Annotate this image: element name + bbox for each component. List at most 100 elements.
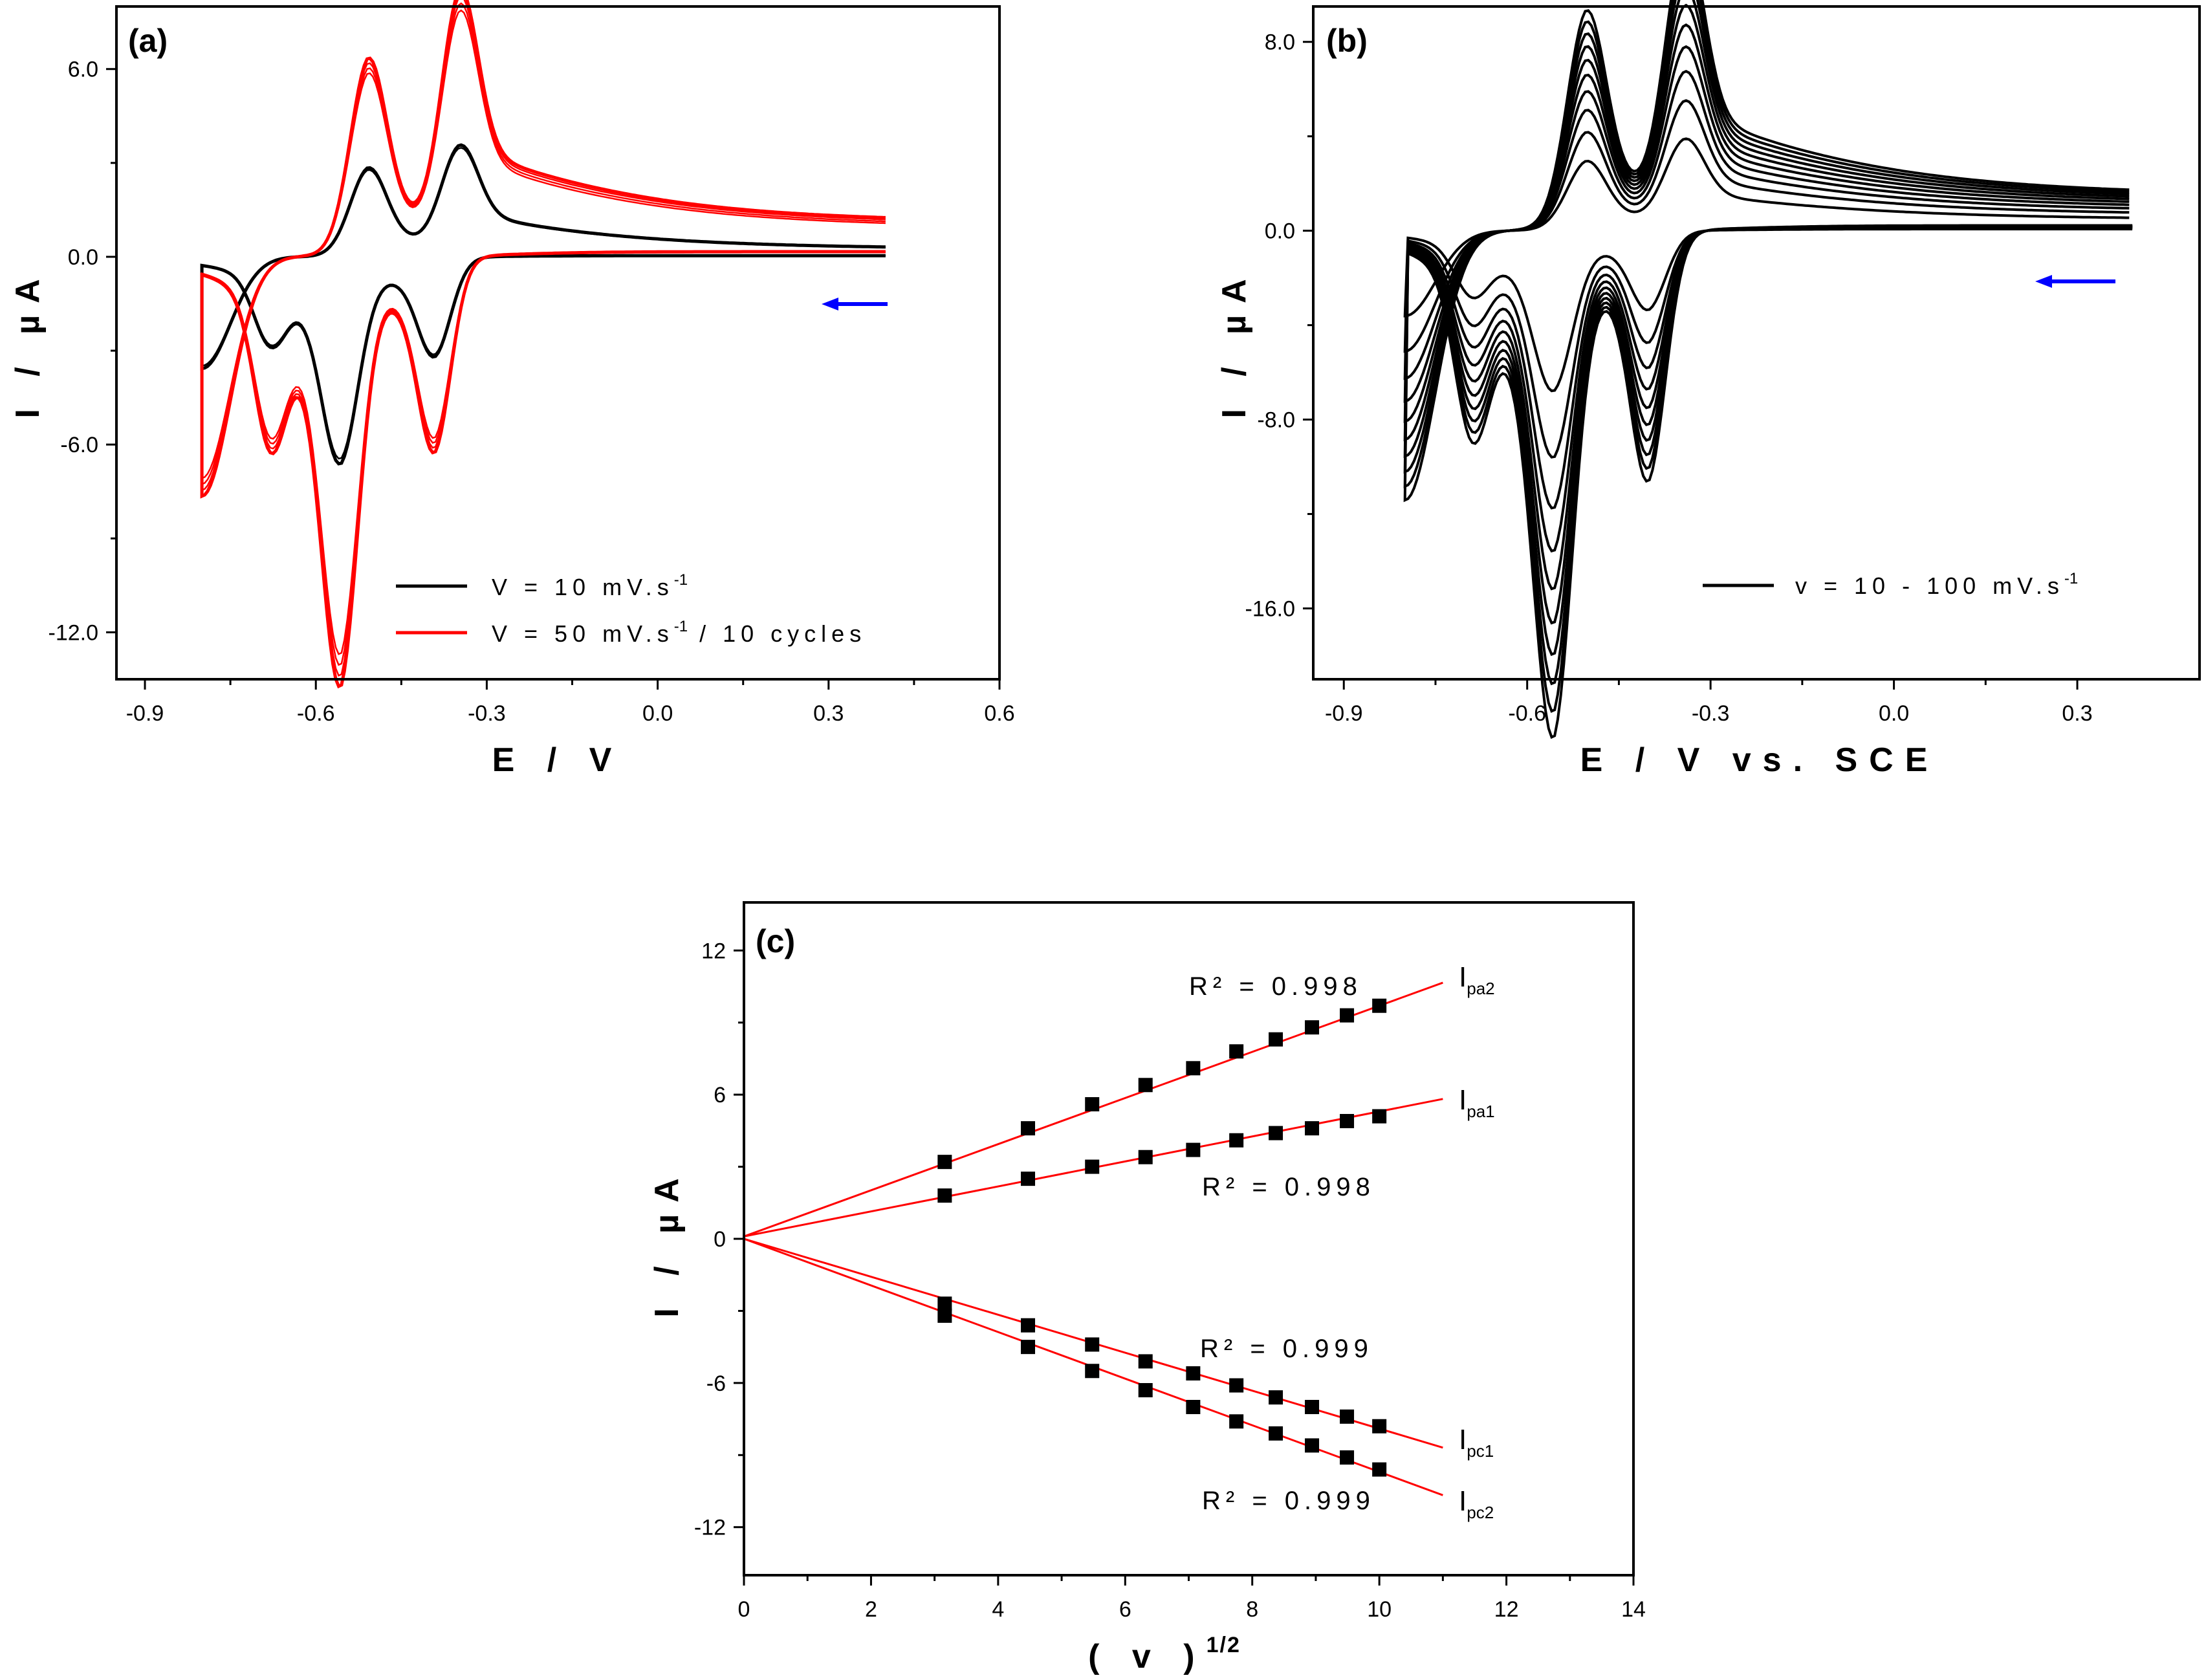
point-ipc2 bbox=[1229, 1414, 1244, 1429]
point-ipa2 bbox=[1186, 1061, 1201, 1076]
panel-a-ytick-label: -12.0 bbox=[49, 620, 99, 645]
panel-a-xlabel: E / V bbox=[492, 741, 624, 779]
point-ipa2 bbox=[1305, 1020, 1320, 1035]
point-ipa2 bbox=[1138, 1078, 1153, 1093]
point-ipc2 bbox=[1340, 1450, 1355, 1465]
point-ipa1 bbox=[1229, 1133, 1244, 1148]
panel-c-xtick-label: 0 bbox=[738, 1597, 750, 1622]
point-ipc1 bbox=[1229, 1378, 1244, 1393]
series-label-ipa1: Ipa1 bbox=[1459, 1084, 1495, 1121]
panel-c-ticks: 0 2 4 6 8 10 12 14 -12 -6 0 6 12 bbox=[694, 939, 1646, 1622]
panel-b-ytick-label: -8.0 bbox=[1257, 408, 1295, 433]
point-ipa1 bbox=[1138, 1150, 1153, 1164]
point-ipc2 bbox=[937, 1308, 952, 1323]
panel-c-plot-area bbox=[743, 981, 1443, 1496]
panel-b-legend: v = 10 - 100 mV.s-1 bbox=[1703, 570, 2078, 599]
point-ipa2 bbox=[1021, 1121, 1036, 1136]
panel-b-ticks: -0.9 -0.6 -0.3 0.0 0.3 -16.0 -8.0 0.0 8.0 bbox=[1245, 30, 2093, 726]
point-ipc1 bbox=[1138, 1354, 1153, 1369]
point-ipa1 bbox=[1340, 1114, 1355, 1128]
panel-c-label: (c) bbox=[756, 923, 795, 959]
panel-a-xtick-label: -0.9 bbox=[126, 701, 164, 726]
point-ipc2 bbox=[1269, 1426, 1283, 1441]
point-ipa2 bbox=[1229, 1044, 1244, 1059]
point-ipc1 bbox=[1021, 1318, 1036, 1333]
point-ipc1 bbox=[1340, 1409, 1355, 1424]
panel-b-ylabel: I / µA bbox=[1216, 267, 1253, 418]
panel-a-ytick-label: 6.0 bbox=[68, 58, 98, 82]
panel-b-ytick-label: 0.0 bbox=[1265, 219, 1295, 244]
panel-c-ylabel: I / µA bbox=[648, 1166, 686, 1317]
panel-c-xtick-label: 10 bbox=[1367, 1597, 1392, 1622]
panel-b-label: (b) bbox=[1326, 23, 1368, 59]
point-ipc1 bbox=[1085, 1337, 1100, 1352]
legend-label-50mv: V = 50 mV.s-1 / 10 cycles bbox=[492, 618, 866, 647]
point-ipc1 bbox=[1305, 1400, 1320, 1414]
panel-c-xtick-label: 6 bbox=[1119, 1597, 1131, 1622]
point-ipc2 bbox=[1186, 1400, 1201, 1414]
panel-c-xtick-label: 14 bbox=[1621, 1597, 1646, 1622]
panel-c-ytick-label: -12 bbox=[694, 1516, 726, 1540]
panel-b-xtick-label: -0.6 bbox=[1508, 701, 1546, 726]
point-ipa1 bbox=[1021, 1172, 1036, 1186]
panel-c-ytick-label: -6 bbox=[706, 1371, 726, 1396]
panel-a-plot-area bbox=[200, 0, 886, 689]
r2-label-ipc2: R² = 0.999 bbox=[1202, 1487, 1375, 1515]
panel-a-ytick-label: -6.0 bbox=[60, 433, 98, 457]
panel-a-ytick-label: 0.0 bbox=[68, 245, 98, 270]
panel-a-legend: V = 10 mV.s-1 V = 50 mV.s-1 / 10 cycles bbox=[396, 571, 866, 647]
point-ipa2 bbox=[1269, 1032, 1283, 1047]
point-ipc2 bbox=[1305, 1438, 1320, 1453]
point-ipa2 bbox=[937, 1155, 952, 1170]
series-label-ipc1: Ipc1 bbox=[1459, 1424, 1494, 1461]
panel-a-series-1-cycle-3 bbox=[201, 9, 886, 655]
point-ipc2 bbox=[1138, 1383, 1153, 1397]
panel-b: -0.9 -0.6 -0.3 0.0 0.3 -16.0 -8.0 0.0 8.0 (b) E … bbox=[1216, 0, 2201, 779]
panel-c-xtick-label: 4 bbox=[992, 1597, 1004, 1622]
panel-b-ytick-label: 8.0 bbox=[1265, 30, 1295, 55]
panel-c-xtick-label: 2 bbox=[865, 1597, 877, 1622]
panel-c: 0 2 4 6 8 10 12 14 -12 -6 0 6 12 (c) ( v )1/2 I / µA… bbox=[648, 901, 1646, 1675]
point-ipa1 bbox=[937, 1188, 952, 1203]
panel-a: -0.9 -0.6 -0.3 0.0 0.3 0.6 -12.0 -6.0 0.0 6.0 (a)… bbox=[9, 0, 1015, 779]
r2-label-ipc1: R² = 0.999 bbox=[1200, 1335, 1373, 1363]
panel-a-scan-arrow bbox=[822, 298, 888, 311]
panel-b-cv-100mv bbox=[1403, 0, 2133, 739]
panel-b-xtick-label: 0.3 bbox=[2062, 701, 2092, 726]
point-ipc1 bbox=[1186, 1366, 1201, 1380]
point-ipa2 bbox=[1085, 1097, 1100, 1111]
point-ipa1 bbox=[1372, 1109, 1387, 1124]
series-label-ipa2: Ipa2 bbox=[1459, 961, 1495, 998]
point-ipa2 bbox=[1372, 998, 1387, 1013]
point-ipa1 bbox=[1085, 1159, 1100, 1174]
r2-label-ipa1: R² = 0.998 bbox=[1202, 1173, 1375, 1201]
panel-a-label: (a) bbox=[128, 23, 168, 59]
panel-c-ytick-label: 12 bbox=[701, 939, 726, 963]
panel-a-xtick-label: 0.3 bbox=[813, 701, 844, 726]
panel-a-xtick-label: 0.0 bbox=[642, 701, 673, 726]
panel-a-ylabel: I / µA bbox=[9, 267, 47, 418]
panel-c-xtick-label: 12 bbox=[1494, 1597, 1519, 1622]
panel-b-frame bbox=[1312, 5, 2201, 681]
r2-label-ipa2: R² = 0.998 bbox=[1189, 972, 1362, 1001]
panel-b-ytick-label: -16.0 bbox=[1245, 597, 1296, 622]
panel-b-xlabel: E / V vs. SCE bbox=[1580, 741, 1939, 779]
panel-c-xlabel: ( v )1/2 bbox=[1088, 1633, 1241, 1675]
panel-b-scan-arrow bbox=[2035, 275, 2115, 288]
panel-c-xtick-label: 8 bbox=[1246, 1597, 1258, 1622]
point-ipc2 bbox=[1085, 1364, 1100, 1379]
point-ipc2 bbox=[1372, 1462, 1387, 1477]
panel-a-xtick-label: -0.6 bbox=[297, 701, 335, 726]
panel-a-xtick-label: -0.3 bbox=[468, 701, 506, 726]
panel-a-xtick-label: 0.6 bbox=[984, 701, 1014, 726]
series-label-ipc2: Ipc2 bbox=[1459, 1485, 1494, 1522]
legend-label-10-100mv: v = 10 - 100 mV.s-1 bbox=[1795, 570, 2078, 599]
panel-a-ticks: -0.9 -0.6 -0.3 0.0 0.3 0.6 -12.0 -6.0 0.0 6.0 bbox=[49, 58, 1015, 726]
point-ipc1 bbox=[1269, 1390, 1283, 1405]
legend-label-10mv: V = 10 mV.s-1 bbox=[492, 571, 688, 600]
panel-b-xtick-label: 0.0 bbox=[1879, 701, 1909, 726]
panel-a-frame bbox=[115, 5, 1001, 681]
point-ipc1 bbox=[937, 1296, 952, 1311]
panel-b-xtick-label: -0.9 bbox=[1325, 701, 1363, 726]
